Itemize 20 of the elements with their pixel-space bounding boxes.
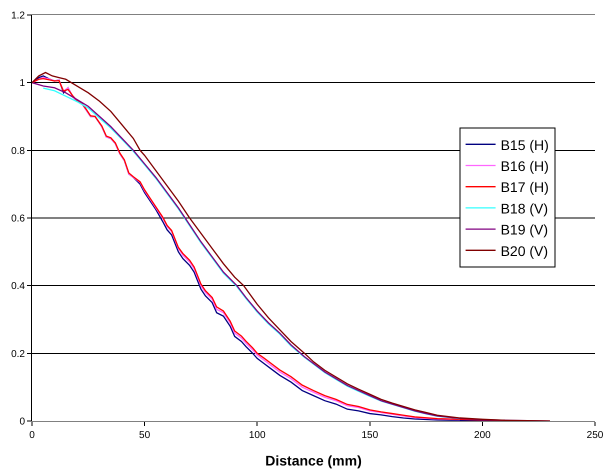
legend-label: B16 (H) (500, 158, 549, 174)
x-tick-label: 0 (29, 430, 36, 441)
legend-label: B18 (V) (500, 200, 548, 216)
y-tick-label: 1 (19, 78, 26, 90)
x-tick-label: 150 (361, 430, 379, 441)
x-tick-label: 50 (139, 430, 151, 441)
legend-label: B17 (H) (500, 179, 549, 196)
y-tick-label: 0 (19, 416, 26, 428)
y-tick-label: 0.6 (11, 214, 26, 224)
y-tick-label: 0.2 (11, 348, 26, 360)
x-tick-label: 200 (474, 430, 492, 441)
y-tick-label: 0.4 (11, 281, 26, 292)
legend-label: B15 (H) (500, 136, 549, 153)
y-tick-label: 0.8 (11, 146, 26, 157)
legend-label: B20 (V) (500, 242, 548, 259)
x-axis-title: Distance (mm) (265, 452, 362, 468)
x-tick-label: 100 (248, 430, 266, 441)
x-tick-label: 250 (586, 430, 604, 441)
y-tick-label: 1.2 (11, 10, 26, 22)
legend-label: B19 (V) (500, 222, 548, 238)
